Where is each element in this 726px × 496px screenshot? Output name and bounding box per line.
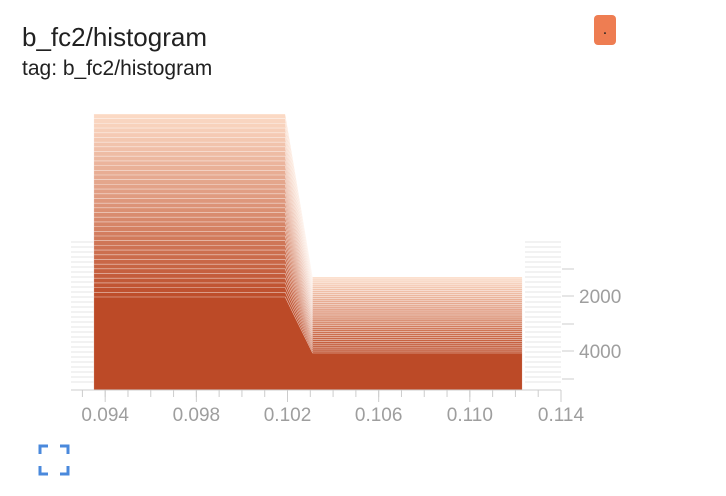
background-rails bbox=[71, 241, 561, 383]
y-tick-label: 4000 bbox=[579, 342, 621, 363]
chart-title: b_fc2/histogram bbox=[22, 22, 207, 52]
x-axis: 0.094 0.098 0.102 0.106 0.110 0.114 bbox=[71, 389, 585, 426]
x-tick-label: 0.110 bbox=[447, 405, 493, 426]
x-tick-label: 0.114 bbox=[538, 405, 585, 426]
x-tick-label: 0.106 bbox=[355, 405, 403, 426]
y-axis: 2000 4000 bbox=[562, 268, 621, 380]
y-tick-label: 2000 bbox=[579, 287, 621, 308]
chart-tag: tag: b_fc2/histogram bbox=[22, 57, 213, 80]
run-color-badge[interactable]: . bbox=[594, 15, 616, 45]
histogram-slices bbox=[93, 113, 523, 391]
expand-corners bbox=[38, 444, 70, 476]
fullscreen-icon[interactable] bbox=[38, 444, 70, 476]
x-tick-label: 0.102 bbox=[264, 405, 312, 426]
x-tick-label: 0.098 bbox=[173, 405, 221, 426]
x-tick-label: 0.094 bbox=[81, 405, 129, 426]
